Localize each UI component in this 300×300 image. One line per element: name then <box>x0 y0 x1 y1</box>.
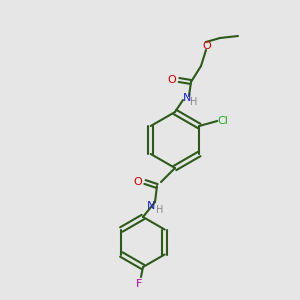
Text: O: O <box>202 41 211 51</box>
Text: F: F <box>136 279 142 289</box>
Text: N: N <box>147 201 155 211</box>
Text: H: H <box>190 97 198 107</box>
Text: Cl: Cl <box>218 116 229 126</box>
Text: O: O <box>168 75 176 85</box>
Text: H: H <box>156 205 164 215</box>
Text: O: O <box>134 177 142 187</box>
Text: N: N <box>183 93 191 103</box>
